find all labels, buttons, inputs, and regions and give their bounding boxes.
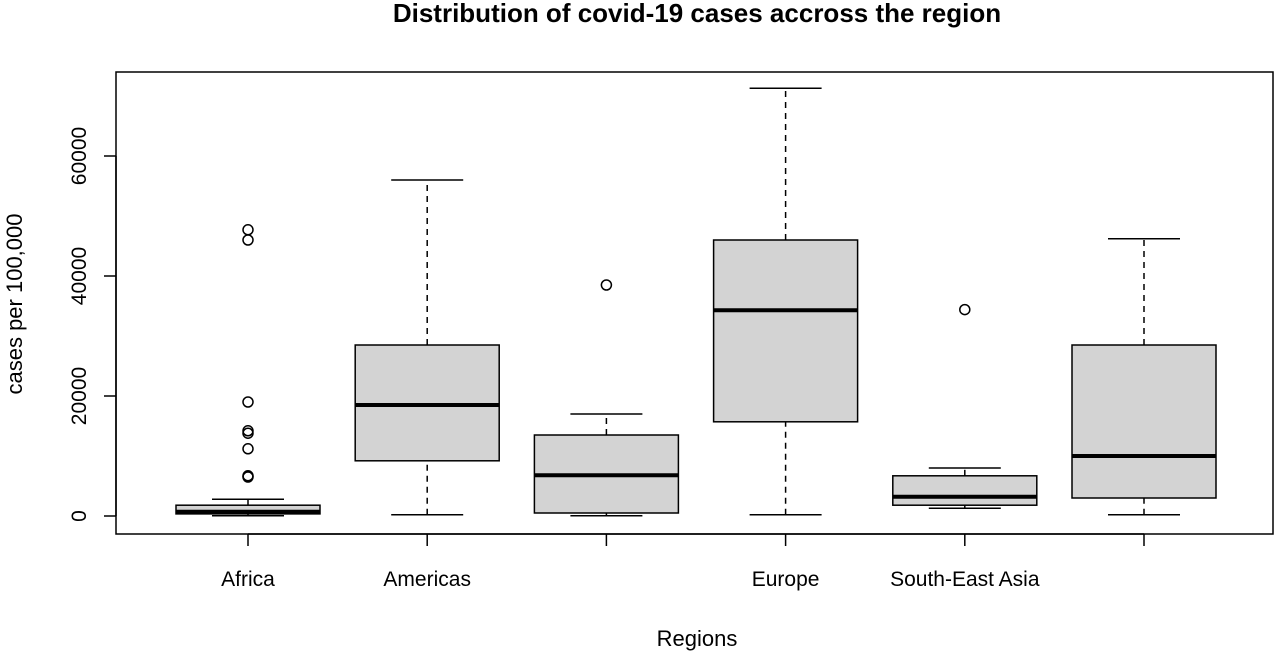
outlier-point [242,396,254,408]
box-iqr [1071,344,1217,499]
y-tick-label: 40000 [68,247,91,305]
box-iqr [175,504,321,515]
box-1 [175,224,321,517]
outlier-point [600,279,613,291]
box-6 [1071,238,1217,516]
outlier-point [242,224,254,236]
outlier-point [242,443,254,455]
x-axis: Africa Americas Europe South-East Asia [221,533,1145,591]
outlier-point [242,425,254,437]
box-iqr [712,239,859,423]
box-2 [354,179,500,516]
outlier-point [242,427,254,439]
y-tick-label: 20000 [68,367,91,425]
y-axis: 0 20000 40000 60000 [68,127,117,522]
outlier-point [242,470,254,482]
box-iqr [892,475,1038,506]
x-tick-label: Africa [221,568,275,591]
y-tick-label: 60000 [68,127,91,185]
chart-title: Distribution of covid-19 cases accross t… [393,0,1001,28]
x-tick-label: South-East Asia [890,568,1040,591]
box-4 [712,87,859,516]
outlier-point [242,234,254,246]
y-axis-label: cases per 100,000 [2,213,27,394]
box-5 [892,303,1038,509]
boxes-layer [175,87,1217,517]
x-axis-label: Regions [657,626,738,651]
box-3 [533,279,680,517]
box-iqr [354,344,500,462]
x-tick-label: Europe [752,568,820,591]
y-tick-label: 0 [68,510,91,522]
x-tick-label: Americas [383,568,471,591]
outlier-point [959,303,971,316]
